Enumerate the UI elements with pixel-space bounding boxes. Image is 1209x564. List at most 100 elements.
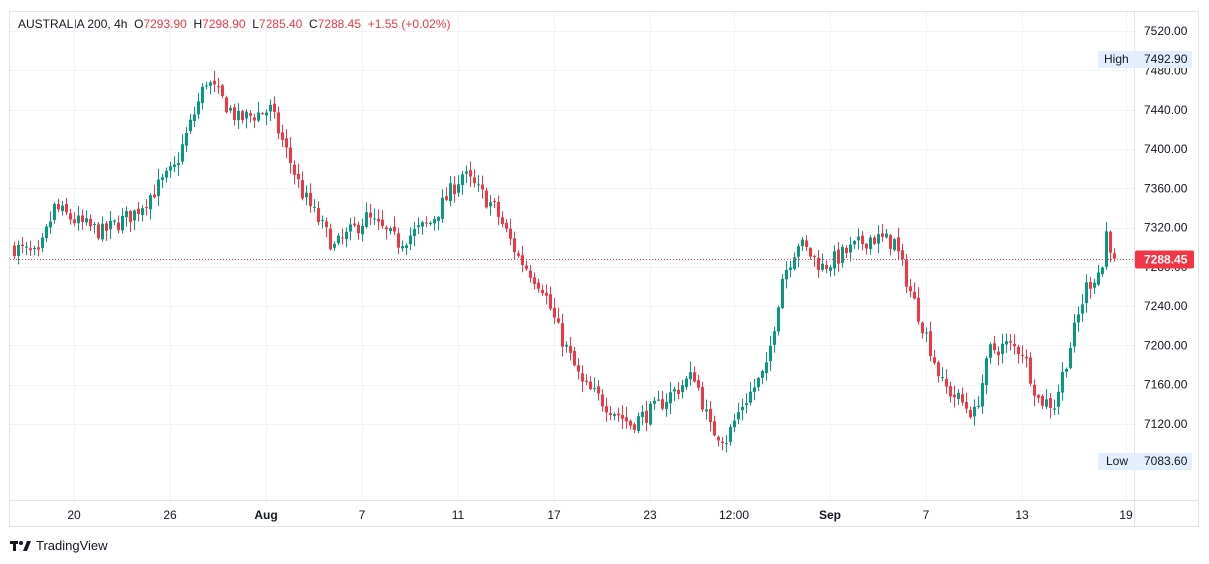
- candle-body: [569, 345, 572, 353]
- candle-body: [557, 318, 560, 323]
- candle-body: [737, 412, 740, 420]
- candle-body: [377, 218, 380, 222]
- candle-body: [297, 173, 300, 180]
- candle-body: [821, 263, 824, 270]
- candle-body: [249, 113, 252, 116]
- candle-body: [81, 215, 84, 222]
- candle-body: [977, 405, 980, 407]
- candle-body: [609, 413, 612, 415]
- candle-body: [253, 117, 256, 121]
- candle-body: [1045, 399, 1048, 407]
- candle-body: [633, 424, 636, 430]
- candle-body: [685, 378, 688, 387]
- candle-body: [617, 413, 620, 416]
- high-marker-bg: [1098, 51, 1192, 68]
- candle-body: [469, 170, 472, 177]
- candle-body: [805, 240, 808, 247]
- candle-body: [509, 228, 512, 239]
- candle-body: [209, 82, 212, 86]
- candle-body: [813, 255, 816, 257]
- candle-body: [1093, 282, 1096, 288]
- candle-body: [973, 406, 976, 417]
- candle-body: [305, 192, 308, 198]
- candle-body: [117, 222, 120, 231]
- candle-body: [189, 119, 192, 132]
- candle-body: [13, 245, 16, 257]
- candle-body: [621, 414, 624, 419]
- candle-body: [461, 174, 464, 185]
- candle-body: [689, 372, 692, 380]
- candle-body: [829, 267, 832, 271]
- candle-body: [981, 383, 984, 407]
- candle-body: [69, 213, 72, 220]
- candle-body: [733, 420, 736, 428]
- candle-body: [969, 409, 972, 418]
- price-tick-label: 7160.00: [1144, 378, 1188, 392]
- candle-body: [433, 219, 436, 224]
- candle-body: [669, 392, 672, 404]
- low-marker-value: 7083.60: [1144, 454, 1188, 468]
- candle-body: [133, 210, 136, 221]
- candle-body: [97, 224, 100, 239]
- candle-body: [601, 394, 604, 407]
- candle-body: [365, 212, 368, 227]
- symbol-name[interactable]: AUSTRALIA 200: [18, 17, 108, 31]
- candle-body: [401, 246, 404, 249]
- last-price-value: 7288.45: [1144, 253, 1188, 267]
- candle-body: [1009, 341, 1012, 343]
- candle-body: [893, 239, 896, 251]
- candle-body: [73, 219, 76, 224]
- candle-body: [789, 267, 792, 271]
- candle-body: [465, 171, 468, 174]
- candle-body: [137, 208, 140, 214]
- candle-body: [729, 426, 732, 442]
- candle-body: [205, 85, 208, 87]
- time-tick-label: 17: [547, 508, 561, 522]
- candle-body: [753, 387, 756, 392]
- candle-body: [325, 221, 328, 228]
- brand-name: TradingView: [36, 538, 108, 553]
- candle-body: [313, 206, 316, 208]
- candle-body: [309, 192, 312, 207]
- candle-body: [177, 162, 180, 166]
- time-tick-label: 23: [643, 508, 657, 522]
- time-tick-label: 19: [1119, 508, 1133, 522]
- candle-body: [545, 292, 548, 296]
- chart-area[interactable]: [9, 11, 1199, 527]
- candle-body: [765, 362, 768, 374]
- candle-body: [797, 246, 800, 257]
- candle-body: [329, 228, 332, 250]
- candle-body: [709, 408, 712, 423]
- candle-body: [613, 414, 616, 416]
- candle-body: [1077, 314, 1080, 323]
- candle-body: [317, 208, 320, 223]
- candle-body: [993, 343, 996, 351]
- candle-body: [357, 224, 360, 234]
- candle-body: [173, 164, 176, 167]
- candle-body: [793, 257, 796, 269]
- candle-body: [1101, 267, 1104, 275]
- low-value: 7285.40: [258, 17, 303, 31]
- interval-label[interactable]: 4h: [114, 17, 128, 31]
- candle-body: [665, 401, 668, 410]
- candle-body: [261, 113, 264, 115]
- candle-body: [213, 80, 216, 85]
- candle-body: [145, 207, 148, 209]
- candle-body: [93, 224, 96, 226]
- candle-body: [125, 211, 128, 218]
- candle-body: [861, 235, 864, 245]
- candle-body: [745, 403, 748, 406]
- candle-body: [417, 225, 420, 228]
- candle-body: [421, 222, 424, 227]
- candle-body: [605, 406, 608, 413]
- candle-body: [517, 253, 520, 256]
- candle-body: [481, 184, 484, 190]
- candle-body: [929, 331, 932, 357]
- candle-body: [877, 234, 880, 244]
- candle-body: [905, 259, 908, 287]
- tradingview-branding[interactable]: TradingView: [10, 538, 108, 553]
- candle-body: [909, 286, 912, 292]
- candle-body: [1061, 371, 1064, 393]
- candle-body: [273, 103, 276, 113]
- candle-body: [1109, 231, 1112, 253]
